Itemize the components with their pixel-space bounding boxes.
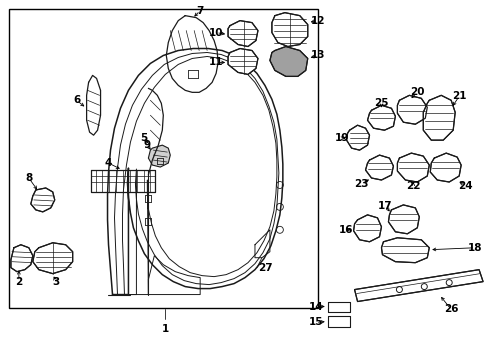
Polygon shape [31, 188, 55, 212]
Bar [9, 9, 317, 307]
Text: 18: 18 [467, 243, 481, 253]
Text: 1: 1 [162, 324, 168, 334]
Polygon shape [346, 125, 369, 150]
Text: 22: 22 [405, 181, 420, 191]
Polygon shape [397, 95, 427, 124]
Text: 11: 11 [208, 58, 223, 67]
Polygon shape [397, 153, 428, 182]
Polygon shape [429, 153, 460, 182]
Text: 21: 21 [451, 91, 466, 101]
Polygon shape [365, 155, 393, 180]
Polygon shape [269, 46, 307, 76]
Polygon shape [353, 215, 381, 242]
Text: 5: 5 [140, 133, 147, 143]
Polygon shape [227, 49, 258, 75]
Text: 27: 27 [258, 263, 272, 273]
Text: 14: 14 [308, 302, 323, 311]
Text: 24: 24 [457, 181, 471, 191]
Polygon shape [33, 243, 73, 274]
Text: 13: 13 [310, 50, 325, 60]
Polygon shape [381, 238, 428, 263]
Polygon shape [387, 205, 419, 234]
Text: 20: 20 [409, 87, 424, 97]
Polygon shape [271, 13, 307, 46]
Text: 7: 7 [196, 6, 203, 15]
Polygon shape [148, 145, 170, 167]
Text: 19: 19 [334, 133, 348, 143]
Polygon shape [227, 21, 258, 46]
Text: 26: 26 [443, 305, 458, 315]
Text: 25: 25 [373, 98, 388, 108]
Text: 15: 15 [308, 318, 322, 328]
Text: 6: 6 [73, 95, 80, 105]
Text: 16: 16 [338, 225, 352, 235]
Polygon shape [423, 95, 454, 140]
Text: 4: 4 [104, 158, 112, 168]
Text: 17: 17 [377, 201, 392, 211]
Polygon shape [354, 270, 482, 302]
Text: 10: 10 [208, 28, 223, 37]
Text: 12: 12 [310, 15, 325, 26]
Text: 8: 8 [25, 173, 32, 183]
Polygon shape [367, 105, 395, 130]
Text: 23: 23 [354, 179, 368, 189]
Text: 9: 9 [143, 140, 151, 150]
Text: 2: 2 [15, 276, 22, 287]
Text: 3: 3 [52, 276, 59, 287]
Polygon shape [11, 245, 33, 272]
